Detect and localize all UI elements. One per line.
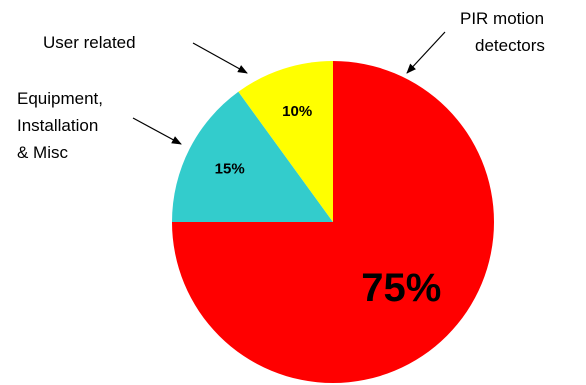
percent-label-1: 15% [215, 160, 245, 177]
label-pir-line2: detectors [475, 36, 545, 55]
arrow-user [192, 42, 248, 74]
arrow-pir [406, 31, 446, 74]
arrow-equipment [132, 117, 182, 145]
pie-slices [172, 61, 494, 383]
label-pir-line1: PIR motion [460, 9, 544, 28]
label-equipment-line3: & Misc [17, 143, 69, 162]
label-equipment-line2: Installation [17, 116, 98, 135]
pie-slice-1 [172, 91, 333, 222]
pie-slice-2 [238, 61, 333, 222]
percent-labels: 75% 15% 10% [215, 103, 442, 310]
label-equipment-line1: Equipment, [17, 89, 103, 108]
percent-label-0: 75% [361, 266, 441, 310]
label-user-related: User related [43, 33, 136, 52]
percent-label-2: 10% [282, 103, 312, 120]
